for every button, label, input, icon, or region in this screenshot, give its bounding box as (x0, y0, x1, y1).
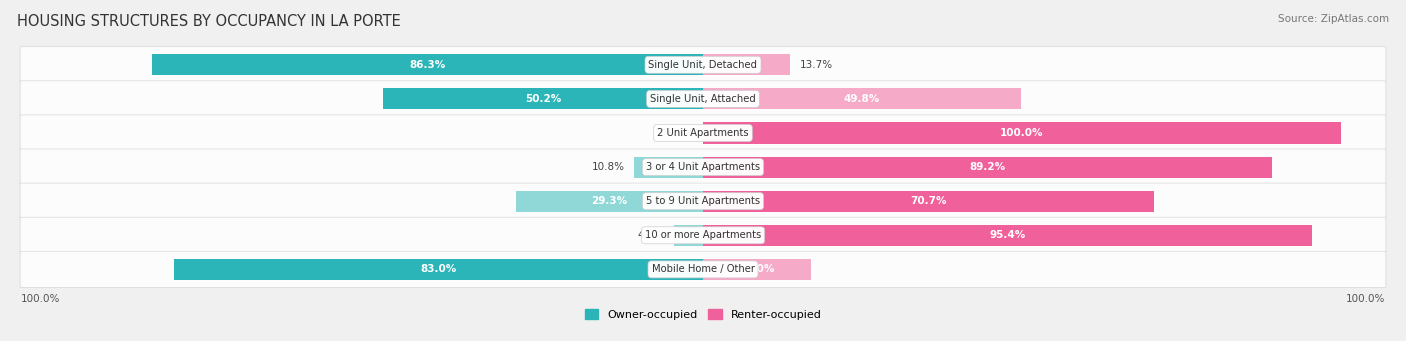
Text: 29.3%: 29.3% (592, 196, 627, 206)
FancyBboxPatch shape (20, 217, 1386, 253)
Legend: Owner-occupied, Renter-occupied: Owner-occupied, Renter-occupied (581, 305, 825, 324)
Text: 3 or 4 Unit Apartments: 3 or 4 Unit Apartments (645, 162, 761, 172)
Text: 10.8%: 10.8% (592, 162, 624, 172)
Bar (516, 191, 703, 212)
Bar (703, 157, 1272, 178)
Text: 0.0%: 0.0% (668, 128, 693, 138)
Bar (703, 259, 811, 280)
Text: 49.8%: 49.8% (844, 94, 880, 104)
FancyBboxPatch shape (20, 183, 1386, 219)
Text: Source: ZipAtlas.com: Source: ZipAtlas.com (1278, 14, 1389, 24)
Text: 50.2%: 50.2% (524, 94, 561, 104)
Bar (703, 122, 1341, 144)
Bar (173, 259, 703, 280)
Text: Single Unit, Detached: Single Unit, Detached (648, 60, 758, 70)
Text: 86.3%: 86.3% (409, 60, 446, 70)
Text: 5 to 9 Unit Apartments: 5 to 9 Unit Apartments (645, 196, 761, 206)
Text: 2 Unit Apartments: 2 Unit Apartments (657, 128, 749, 138)
FancyBboxPatch shape (20, 149, 1386, 185)
FancyBboxPatch shape (20, 115, 1386, 151)
Text: 100.0%: 100.0% (1346, 294, 1385, 304)
FancyBboxPatch shape (20, 47, 1386, 83)
Text: 13.7%: 13.7% (800, 60, 834, 70)
Bar (634, 157, 703, 178)
Text: HOUSING STRUCTURES BY OCCUPANCY IN LA PORTE: HOUSING STRUCTURES BY OCCUPANCY IN LA PO… (17, 14, 401, 29)
Text: 70.7%: 70.7% (910, 196, 946, 206)
Text: 100.0%: 100.0% (21, 294, 60, 304)
Text: 95.4%: 95.4% (990, 230, 1025, 240)
Bar (382, 88, 703, 109)
Text: 17.0%: 17.0% (740, 264, 776, 275)
Text: 89.2%: 89.2% (970, 162, 1005, 172)
Text: 10 or more Apartments: 10 or more Apartments (645, 230, 761, 240)
Bar (673, 225, 703, 246)
Bar (703, 88, 1021, 109)
Text: 4.6%: 4.6% (637, 230, 664, 240)
Text: 83.0%: 83.0% (420, 264, 457, 275)
FancyBboxPatch shape (20, 81, 1386, 117)
Text: Mobile Home / Other: Mobile Home / Other (651, 264, 755, 275)
Text: 100.0%: 100.0% (1000, 128, 1043, 138)
Bar (703, 225, 1312, 246)
Bar (703, 191, 1154, 212)
Bar (152, 54, 703, 75)
FancyBboxPatch shape (20, 251, 1386, 287)
Text: Single Unit, Attached: Single Unit, Attached (650, 94, 756, 104)
Bar (703, 54, 790, 75)
